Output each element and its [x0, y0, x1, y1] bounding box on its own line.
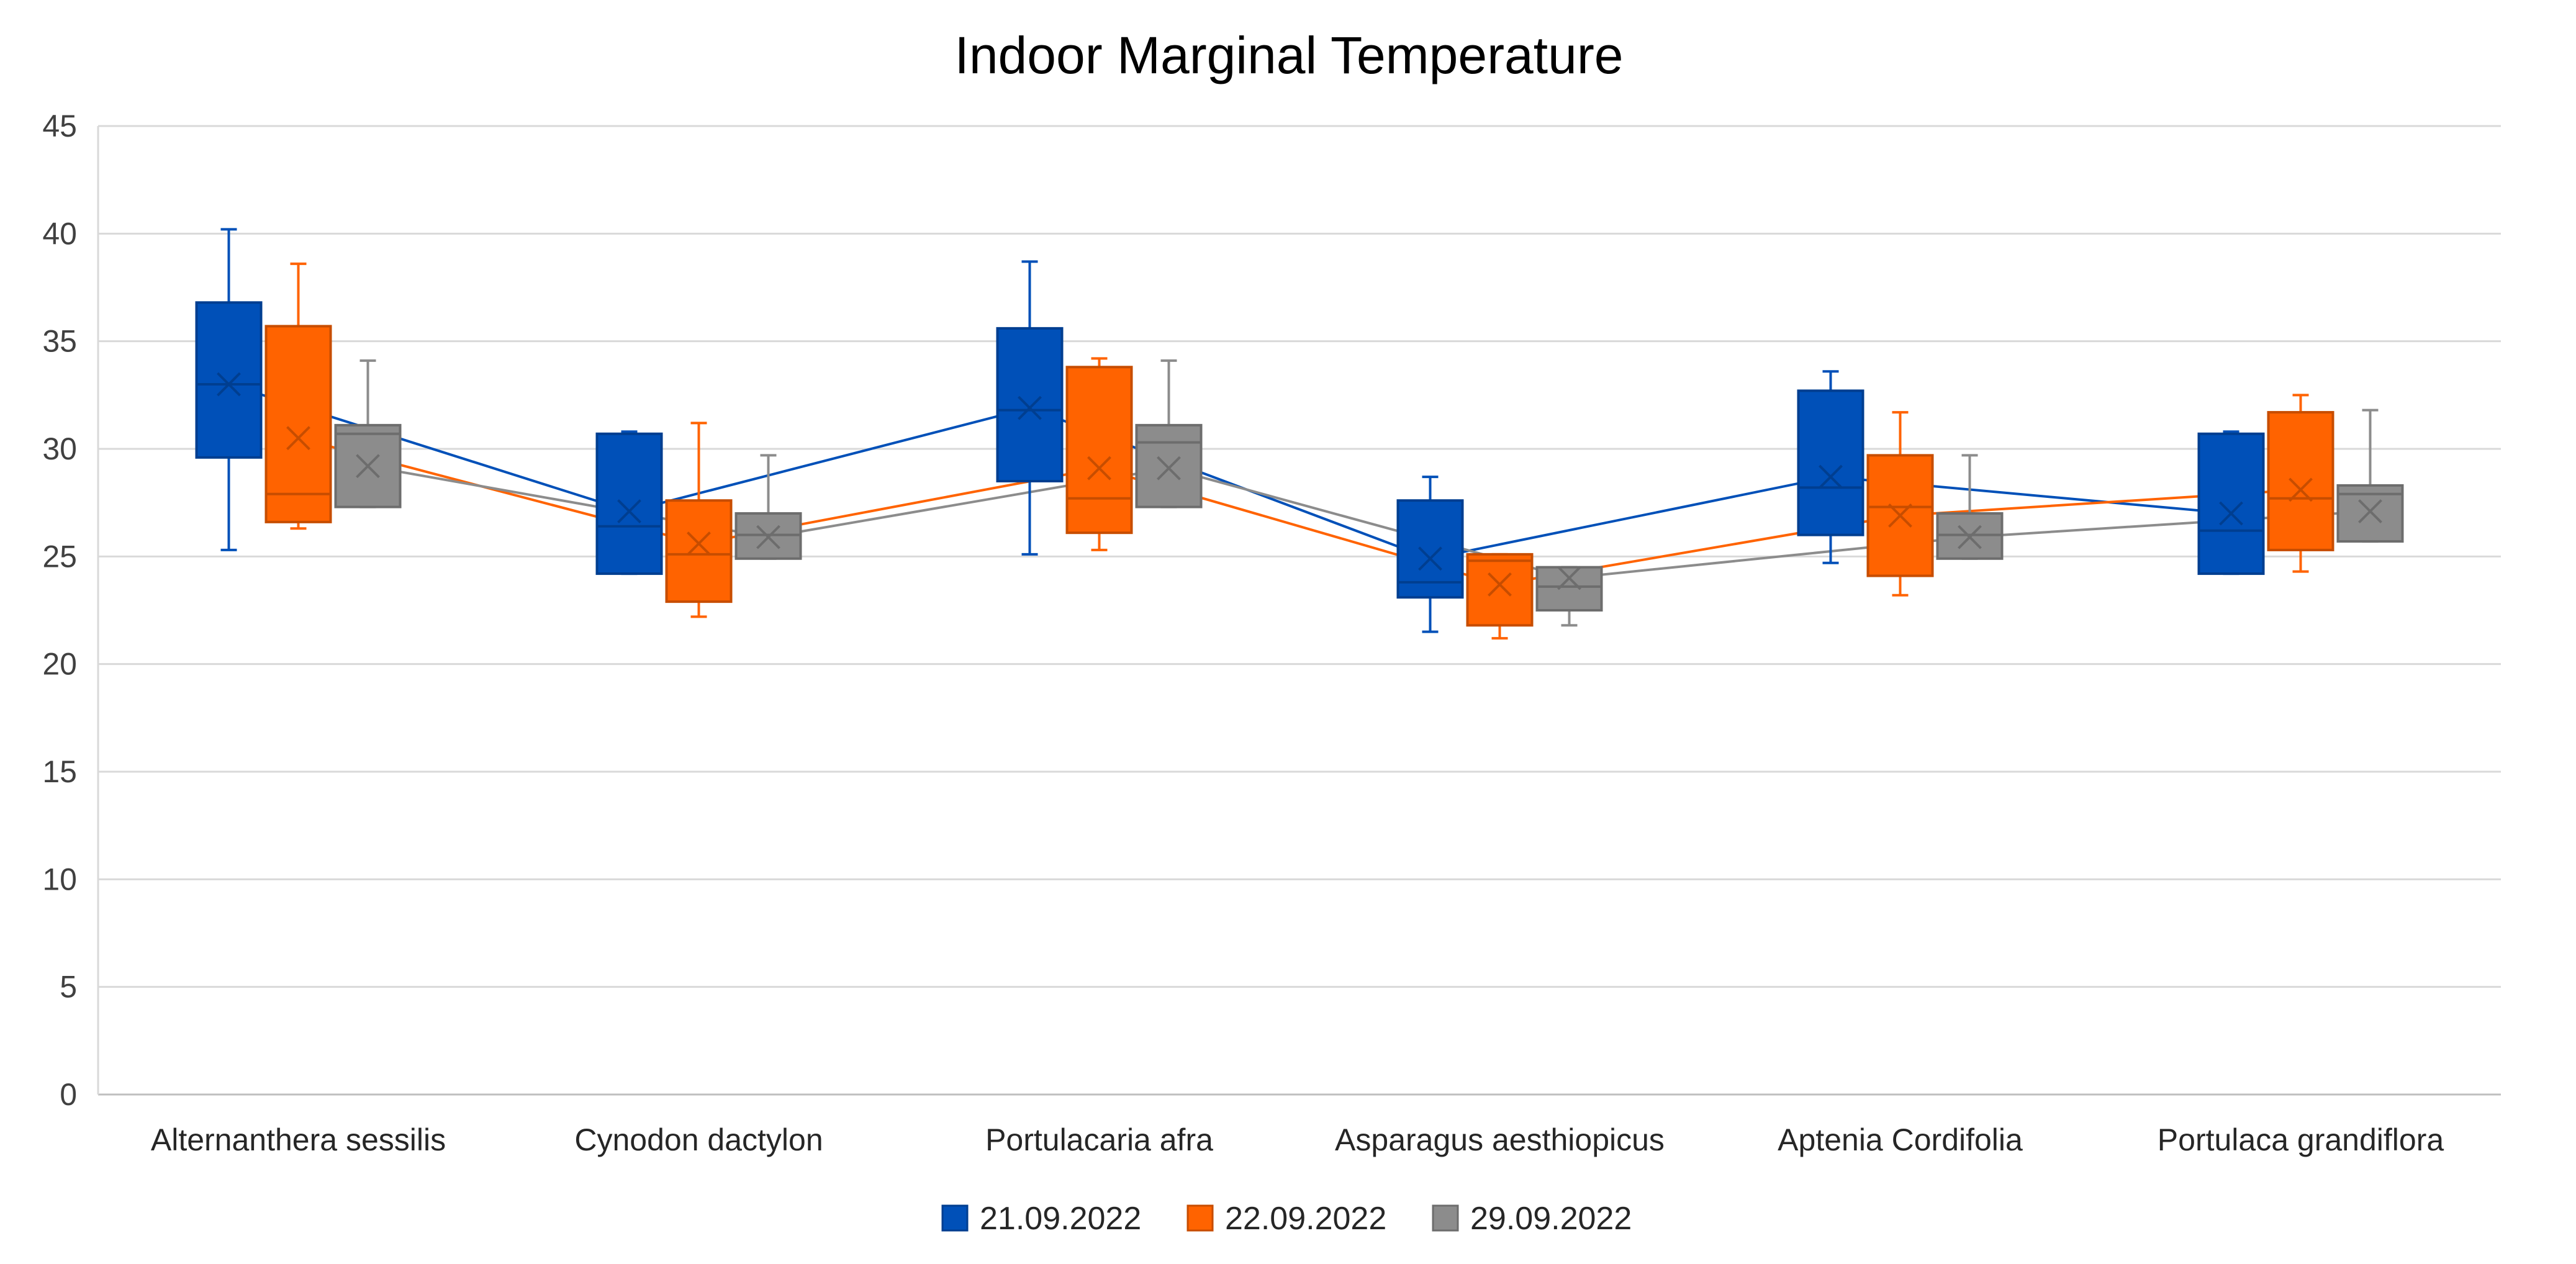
- mean-marker: [217, 372, 241, 397]
- legend-label-2: 22.09.2022: [1225, 1201, 1386, 1237]
- mean-marker: [1157, 456, 1181, 481]
- chart-title: Indoor Marginal Temperature: [954, 26, 1623, 84]
- box-2-4: [1466, 553, 1534, 640]
- x-axis-tick-labels: Alternanthera sessilis Cynodon dactylon Po…: [151, 1122, 2444, 1157]
- mean-marker: [1018, 395, 1042, 420]
- box-1-1: [195, 228, 263, 551]
- box-body: [665, 499, 733, 603]
- box-1-3: [996, 260, 1064, 556]
- box-1-2: [595, 430, 663, 576]
- box-2-2: [665, 422, 733, 618]
- box-body: [264, 325, 332, 523]
- y-tick-label: 25: [42, 539, 77, 574]
- box-3-4: [1535, 566, 1603, 627]
- x-tick-label: Aptenia Cordifolia: [1778, 1122, 2023, 1157]
- y-tick-label: 10: [42, 862, 77, 896]
- box-3-6: [2336, 409, 2404, 543]
- mean-marker: [1958, 525, 1982, 549]
- box-1-6: [2197, 430, 2265, 576]
- y-tick-label: 0: [60, 1077, 77, 1112]
- box-1-4: [1396, 476, 1464, 633]
- mean-marker: [2358, 499, 2382, 523]
- box-1-5: [1797, 370, 1864, 564]
- y-tick-label: 35: [42, 324, 77, 359]
- box-body: [1135, 423, 1203, 508]
- box-body: [195, 301, 263, 459]
- legend: 21.09.2022 22.09.2022 29.09.2022: [941, 1201, 1632, 1237]
- mean-marker: [687, 531, 711, 556]
- mean-marker: [2289, 477, 2313, 502]
- y-tick-label: 20: [42, 647, 77, 682]
- mean-marker: [286, 426, 310, 451]
- y-axis-tick-labels: 0 5 10 15 20 25 30 35 40 45: [42, 109, 77, 1112]
- box-2-3: [1065, 357, 1133, 551]
- legend-label-1: 21.09.2022: [980, 1201, 1141, 1237]
- y-tick-label: 15: [42, 754, 77, 789]
- legend-label-3: 29.09.2022: [1470, 1201, 1632, 1237]
- box-3-1: [334, 359, 402, 508]
- box-body: [1797, 389, 1864, 536]
- box-2-5: [1866, 411, 1934, 597]
- x-tick-label: Alternanthera sessilis: [151, 1122, 446, 1157]
- box-body: [2197, 432, 2265, 576]
- mean-marker: [1557, 566, 1581, 590]
- mean-marker: [1087, 456, 1111, 481]
- box-3-5: [1936, 454, 2004, 560]
- x-tick-label: Cynodon dactylon: [574, 1122, 823, 1157]
- mean-marker: [1888, 503, 1912, 528]
- x-tick-label: Portulacaria afra: [985, 1122, 1213, 1157]
- y-tick-label: 45: [42, 109, 77, 143]
- box-body: [1466, 553, 1534, 627]
- x-tick-label: Asparagus aesthiopicus: [1335, 1122, 1665, 1157]
- legend-swatch-3: [1432, 1204, 1459, 1232]
- box-2-6: [2267, 394, 2334, 573]
- x-tick-label: Portulaca grandiflora: [2158, 1122, 2444, 1157]
- y-tick-label: 30: [42, 431, 77, 466]
- mean-marker: [1488, 572, 1512, 597]
- box-body: [595, 432, 663, 576]
- mean-marker: [1819, 464, 1843, 489]
- y-tick-label: 40: [42, 216, 77, 251]
- box-body: [1535, 566, 1603, 612]
- box-plots: [195, 228, 2404, 640]
- mean-marker: [2219, 501, 2243, 526]
- mean-marker: [756, 525, 780, 549]
- box-body: [996, 327, 1064, 482]
- y-tick-label: 5: [60, 970, 77, 1004]
- box-3-3: [1135, 359, 1203, 508]
- gridlines: [97, 125, 2501, 1096]
- box-3-2: [734, 454, 802, 560]
- legend-swatch-1: [941, 1204, 969, 1232]
- box-body: [1065, 366, 1133, 535]
- legend-swatch-2: [1186, 1204, 1214, 1232]
- mean-marker: [617, 499, 641, 523]
- mean-marker: [1418, 546, 1442, 571]
- box-body: [2267, 411, 2334, 551]
- box-2-1: [264, 262, 332, 530]
- mean-marker: [356, 454, 380, 479]
